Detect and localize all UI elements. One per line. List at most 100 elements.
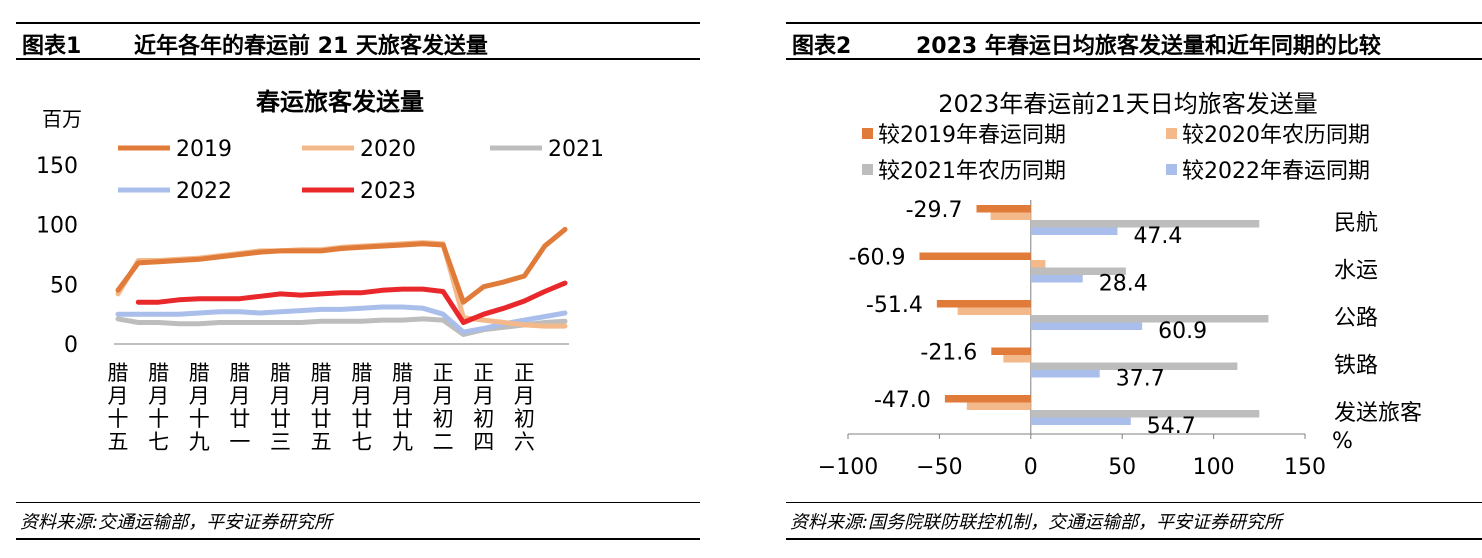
- data-label-2022: 28.4: [1099, 272, 1148, 297]
- series-line-2019: [115, 226, 568, 305]
- x-tick-label: 腊: [311, 361, 332, 385]
- x-tick-label: 腊: [108, 361, 129, 385]
- figure-1-bottom-rule: [16, 538, 700, 540]
- chart-1-series: [115, 226, 568, 337]
- legend-label-2019: 2019: [176, 137, 232, 162]
- data-label-2019: -29.7: [906, 198, 963, 223]
- bar-2-2: [1030, 315, 1269, 323]
- legend-swatch-0: [862, 128, 873, 139]
- legend-label-2022: 2022: [176, 179, 232, 204]
- x-tick-label: 廿: [270, 407, 291, 431]
- legend-label-1: 较2020年农历同期: [1182, 123, 1370, 148]
- x-tick-label: 十: [189, 407, 210, 431]
- y-tick-label: 50: [50, 273, 78, 298]
- x-tick-label: 四: [473, 430, 494, 454]
- series-line-2023: [135, 280, 568, 325]
- figure-2-rule: [786, 58, 1482, 60]
- x-tick-label: 月: [229, 384, 250, 408]
- data-label-2019: -51.4: [866, 293, 923, 318]
- x-tick-label: 腊: [270, 361, 291, 385]
- bar-1-1: [1030, 260, 1046, 268]
- figure-2-source: 资料来源:国务院联防联控机制，交通运输部，平安证券研究所: [790, 512, 1283, 533]
- legend-label-2020: 2020: [360, 137, 416, 162]
- legend-label-2021: 2021: [548, 137, 604, 162]
- x-tick-label: 腊: [148, 361, 169, 385]
- x-tick-label: 初: [473, 407, 494, 431]
- line-chart: 春运旅客发送量 百万 2019 2020 2021 2022 2023 0 50 100 15…: [36, 88, 604, 454]
- figure-2-bottom-rule: [786, 538, 1482, 540]
- x-tick-label: 十: [148, 407, 169, 431]
- chart-1-legend: 2019 2020 2021 2022 2023: [118, 137, 604, 204]
- bar-1-0: [990, 212, 1031, 220]
- x-tick-label: 正: [514, 361, 535, 385]
- bar-2-1: [1030, 267, 1126, 275]
- data-label-2022: 47.4: [1133, 224, 1182, 249]
- chart-1-title: 春运旅客发送量: [256, 88, 424, 116]
- legend-label-0: 较2019年春运同期: [878, 123, 1066, 148]
- chart-2-title: 2023年春运前21天日均旅客发送量: [938, 90, 1318, 118]
- bar-1-2: [957, 307, 1031, 315]
- chart-1-y-unit: 百万: [42, 107, 82, 131]
- x-axis-unit: %: [1332, 429, 1353, 454]
- x-tick-label: 50: [1108, 455, 1136, 480]
- x-tick-label: 月: [189, 384, 210, 408]
- x-tick-label: 月: [392, 384, 413, 408]
- category-label: 民航: [1334, 211, 1378, 236]
- bar-3-2: [1030, 322, 1143, 330]
- category-label: 公路: [1334, 306, 1378, 331]
- x-tick-label: −100: [818, 455, 878, 480]
- bar-2-0: [1030, 220, 1260, 228]
- category-label: 铁路: [1334, 354, 1378, 379]
- x-tick-label: 月: [148, 384, 169, 408]
- x-tick-label: 腊: [189, 361, 210, 385]
- figure-1-header: 图表1 近年各年的春运前 21 天旅客发送量: [16, 22, 700, 59]
- x-tick-label: 廿: [351, 407, 372, 431]
- x-tick-label: 0: [1024, 455, 1038, 480]
- y-tick-label: 100: [36, 214, 78, 239]
- bar-0-2: [936, 300, 1031, 308]
- x-tick-label: 五: [311, 430, 332, 454]
- x-tick-label: 二: [433, 430, 454, 454]
- figure-2-panel: 图表2 2023 年春运日均旅客发送量和近年同期的比较 2023年春运前21天日…: [770, 0, 1482, 558]
- x-tick-label: 廿: [311, 407, 332, 431]
- x-tick-label: 月: [108, 384, 129, 408]
- x-tick-label: 初: [433, 407, 454, 431]
- x-tick-label: 廿: [392, 407, 413, 431]
- bar-3-4: [1030, 417, 1131, 425]
- data-label-2022: 54.7: [1147, 414, 1196, 439]
- x-tick-label: 五: [108, 430, 129, 454]
- y-tick-label: 150: [36, 154, 78, 179]
- figure-1-number: 图表1: [22, 34, 82, 59]
- x-tick-label: 月: [351, 384, 372, 408]
- data-label-2019: -47.0: [874, 388, 931, 413]
- figure-2-title: 2023 年春运日均旅客发送量和近年同期的比较: [916, 34, 1381, 59]
- legend-label-2023: 2023: [360, 179, 416, 204]
- figure-1-source: 资料来源:交通运输部，平安证券研究所: [20, 512, 333, 533]
- figure-1-rule: [16, 58, 700, 60]
- legend-swatch-3: [1166, 164, 1177, 175]
- category-label: 发送旅客: [1334, 401, 1422, 426]
- bar-0-3: [991, 347, 1031, 355]
- legend-swatch-1: [1166, 128, 1177, 139]
- figure-1-panel: 图表1 近年各年的春运前 21 天旅客发送量 春运旅客发送量 百万 2019 20…: [0, 0, 700, 558]
- data-label-2022: 37.7: [1116, 367, 1165, 392]
- x-tick-label: 正: [473, 361, 494, 385]
- x-tick-label: 月: [311, 384, 332, 408]
- figure-2-number: 图表2: [792, 34, 852, 59]
- x-tick-label: 腊: [392, 361, 413, 385]
- x-tick-label: 一: [229, 430, 250, 454]
- x-tick-label: −50: [916, 455, 962, 480]
- bar-0-0: [976, 205, 1031, 213]
- bar-3-3: [1030, 370, 1100, 378]
- x-tick-label: 100: [1193, 455, 1235, 480]
- x-tick-label: 廿: [229, 407, 250, 431]
- x-tick-label: 月: [473, 384, 494, 408]
- chart-2-bars: -29.7 47.4 民航 -60.9 28.4 水运 -51.4 60.9 公路 -21.6 37…: [849, 198, 1422, 439]
- figure-1-title: 近年各年的春运前 21 天旅客发送量: [134, 34, 488, 59]
- bar-2-3: [1030, 362, 1238, 370]
- chart-2-axes: −100 −50 0 50 100 150%: [818, 200, 1353, 480]
- bar-1-4: [966, 402, 1031, 410]
- x-tick-label: 七: [351, 430, 372, 454]
- legend-label-2: 较2021年农历同期: [878, 159, 1066, 184]
